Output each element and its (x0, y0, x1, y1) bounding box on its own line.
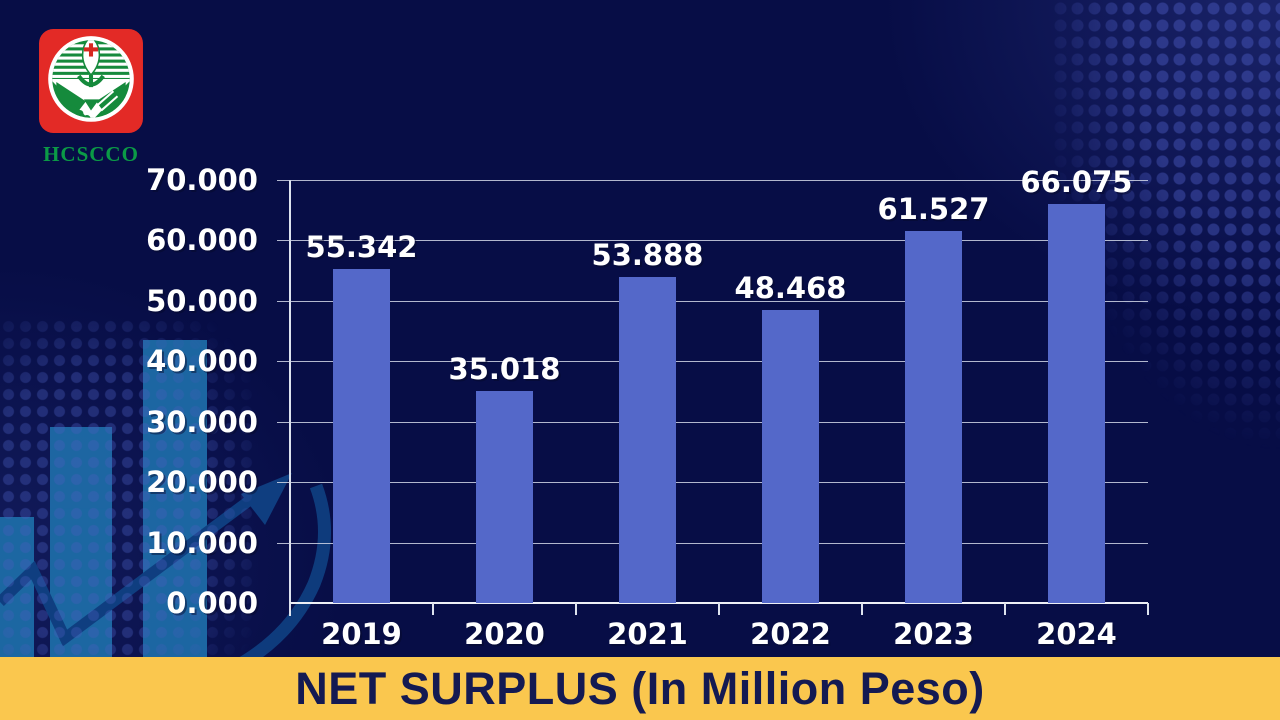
bar-2020 (476, 391, 533, 603)
y-tick-label: 10.000 (146, 525, 258, 560)
gridline (277, 180, 1148, 181)
y-axis-labels: 70.000 60.000 50.000 40.000 30.000 20.000 10.0… (108, 163, 258, 620)
bar-2021 (619, 277, 676, 603)
y-tick-label: 50.000 (146, 283, 258, 318)
gridline (277, 542, 1148, 544)
chart-title: NET SURPLUS (In Million Peso) (295, 662, 985, 714)
value-label-2020: 35.018 (448, 352, 561, 387)
value-label-2024: 66.075 (1020, 164, 1133, 199)
gridline (277, 240, 1148, 242)
decor-bar-chart (0, 340, 207, 662)
y-tick-label: 60.000 (146, 223, 258, 258)
x-axis-tick (861, 603, 863, 615)
x-axis-tick (432, 603, 434, 615)
bar-2023 (905, 231, 962, 603)
x-axis-tick (289, 603, 291, 615)
value-label-2019: 55.342 (305, 229, 418, 264)
x-axis-tick (575, 603, 577, 615)
bar-2024 (1048, 203, 1105, 603)
x-tick-label-2023: 2023 (893, 617, 974, 651)
decor-trend-arrow (0, 473, 292, 647)
bar-2022 (762, 310, 819, 603)
value-label-2021: 53.888 (591, 238, 704, 273)
x-tick-label-2024: 2024 (1036, 617, 1117, 651)
hcscco-logo-icon (39, 29, 143, 133)
x-axis-tick (1004, 603, 1006, 615)
x-axis-tick (718, 603, 720, 615)
y-tick-label: 20.000 (146, 465, 258, 500)
y-axis-line (289, 180, 291, 616)
value-label-2023: 61.527 (877, 192, 990, 227)
x-tick-label-2019: 2019 (321, 617, 402, 651)
x-tick-label-2021: 2021 (607, 617, 688, 651)
y-tick-label: 30.000 (146, 404, 258, 439)
y-tick-label: 0.000 (166, 586, 258, 620)
y-tick-label: 70.000 (146, 163, 258, 197)
chart-title-banner: NET SURPLUS (In Million Peso) (0, 657, 1280, 720)
hcscco-logo: HCSCCO (38, 28, 144, 167)
x-tick-label-2022: 2022 (750, 617, 831, 651)
gridline (277, 300, 1148, 302)
value-label-2022: 48.468 (734, 271, 847, 306)
bar-2019 (333, 268, 390, 603)
gridline (277, 421, 1148, 423)
x-axis-tick (1147, 603, 1149, 615)
x-tick-label-2020: 2020 (464, 617, 545, 651)
gridline (277, 361, 1148, 363)
net-surplus-chart: 55.342 2019 35.018 2020 53.888 2021 48.468 2022… (277, 165, 1149, 651)
decor-graphic (0, 340, 332, 713)
hcscco-logo-text: HCSCCO (43, 142, 139, 166)
gridline (277, 482, 1148, 484)
y-tick-label: 40.000 (146, 344, 258, 379)
